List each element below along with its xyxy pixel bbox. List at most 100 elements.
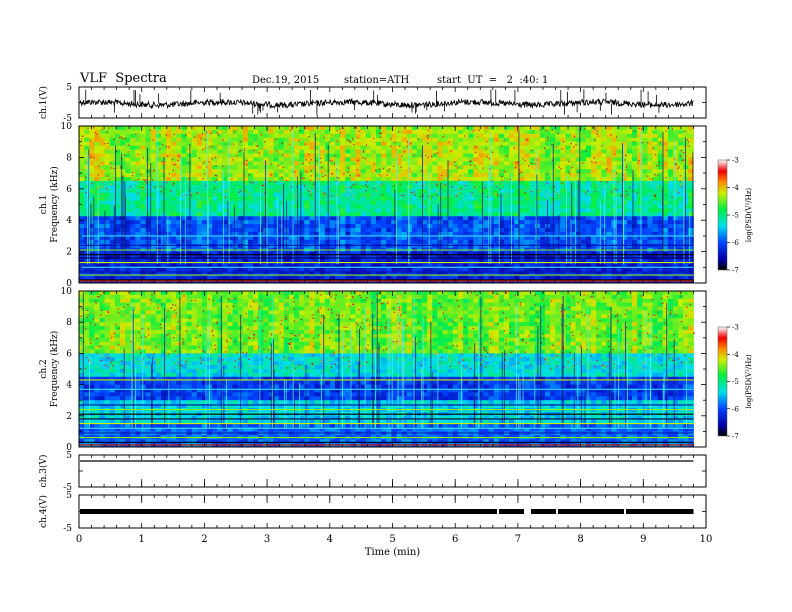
spectrogram-cell — [596, 271, 602, 276]
spectrogram-cell — [411, 157, 418, 162]
spectrogram-cell — [596, 220, 602, 225]
spectrogram-cell — [365, 165, 372, 170]
spectrogram-cell — [683, 180, 689, 186]
spectrogram-cell — [94, 231, 100, 237]
spectrogram-cell — [647, 180, 653, 186]
spectrogram-cell — [207, 271, 213, 276]
spectrogram-cell — [207, 177, 213, 182]
spectrogram-cell — [381, 149, 387, 154]
spectrogram-cell — [637, 275, 643, 280]
spectrogram-cell — [524, 224, 530, 229]
spectrogram-cell — [212, 165, 218, 170]
spectrogram-cell — [667, 145, 674, 150]
spectrogram-cell — [94, 200, 100, 205]
spectrogram-cell — [191, 271, 198, 276]
spectrogram-cell — [242, 180, 249, 186]
spectrogram-cell — [355, 165, 362, 170]
spectrogram-cell — [99, 133, 105, 139]
spectrogram-cell — [529, 129, 536, 135]
spectrogram-cell — [237, 169, 244, 174]
spectrogram-cell — [591, 180, 597, 186]
spectrogram-cell — [191, 188, 198, 194]
spectrogram-cell — [283, 184, 290, 190]
spectrogram-cell — [662, 145, 669, 150]
spectrogram-cell — [365, 259, 372, 264]
spectrogram-cell — [304, 129, 310, 135]
spectrogram-speckle — [323, 192, 325, 194]
spectrogram-cell — [350, 220, 356, 225]
spectrogram-cell — [688, 180, 694, 186]
spectrogram-cell — [509, 129, 515, 135]
spectrogram-cell — [155, 173, 162, 178]
spectrogram-cell — [524, 267, 530, 272]
spectrogram-cell — [601, 180, 607, 186]
spectrogram-cell — [232, 275, 239, 280]
spectrogram-cell — [678, 216, 684, 221]
spectrogram-speckle — [436, 185, 438, 187]
spectrogram-cell — [84, 212, 90, 217]
spectrogram-cell — [212, 251, 218, 256]
spectrogram-cell — [672, 188, 679, 194]
spectrogram-cell — [335, 173, 341, 178]
spectrogram-cell — [678, 204, 684, 209]
spectrogram-speckle — [270, 145, 272, 148]
spectrogram-cell — [186, 137, 193, 143]
spectrogram-cell — [355, 149, 362, 154]
spectrogram-cell — [181, 173, 187, 178]
spectrogram-cell — [580, 267, 587, 272]
spectrogram-cell — [381, 263, 387, 268]
spectrogram-cell — [375, 208, 382, 213]
spectrogram-cell — [391, 239, 397, 245]
spectrogram-cell — [288, 129, 295, 135]
spectrogram-cell — [258, 165, 264, 170]
spectrogram-cell — [457, 169, 464, 174]
spectrogram-cell — [509, 126, 515, 131]
spectrogram-cell — [406, 161, 413, 166]
spectrogram-cell — [473, 267, 479, 272]
spectrogram-cell — [140, 180, 146, 186]
spectrogram-cell — [360, 180, 367, 186]
spectrogram-cell — [672, 271, 679, 276]
spectrogram-cell — [632, 239, 638, 245]
spectrogram-cell — [130, 126, 136, 131]
spectrogram-cell — [565, 228, 571, 233]
spectrogram-cell — [94, 157, 100, 162]
spectrogram-cell — [355, 192, 362, 198]
spectrogram-cell — [652, 145, 659, 150]
spectrogram-cell — [432, 169, 438, 174]
spectrogram-cell — [632, 200, 638, 205]
spectrogram-cell — [560, 126, 566, 131]
spectrogram-cell — [606, 126, 612, 131]
spectrogram-cell — [207, 259, 213, 264]
spectrogram-cell — [452, 228, 459, 233]
spectrogram-cell — [335, 161, 341, 166]
spectrogram-cell — [335, 216, 341, 221]
spectrogram-cell — [89, 275, 95, 280]
spectrogram-cell — [662, 275, 669, 280]
spectrogram-cell — [662, 224, 669, 229]
spectrogram-cell — [94, 165, 100, 170]
spectrogram-cell — [299, 165, 305, 170]
spectrogram-cell — [621, 224, 628, 229]
spectrogram-cell — [555, 126, 561, 131]
spectrogram-cell — [504, 145, 510, 150]
spectrogram-cell — [258, 208, 264, 213]
spectrogram-cell — [171, 208, 177, 213]
spectrogram-cell — [642, 126, 648, 131]
spectrogram-cell — [529, 188, 536, 194]
spectrogram-cell — [350, 149, 356, 154]
spectrogram-cell — [672, 235, 679, 241]
spectrogram-cell — [411, 208, 418, 213]
spectrogram-cell — [422, 173, 428, 178]
spectrogram-cell — [140, 149, 146, 154]
spectrogram-cell — [632, 153, 638, 158]
spectrogram-cell — [432, 133, 438, 139]
spectrogram-cell — [79, 153, 85, 158]
spectrogram-cell — [606, 177, 612, 182]
spectrogram-cell — [432, 184, 438, 190]
spectrogram-cell — [493, 267, 500, 272]
spectrogram-cell — [688, 243, 694, 249]
spectrogram-cell — [375, 275, 382, 280]
spectrogram-cell — [657, 267, 664, 272]
spectrogram-cell — [591, 271, 597, 276]
